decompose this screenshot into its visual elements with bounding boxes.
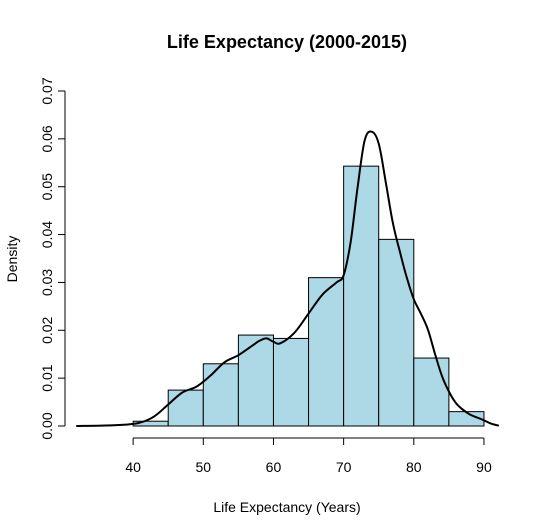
density-curve	[76, 130, 499, 427]
bars-layer	[132, 165, 485, 427]
y-tick-label: 0.07	[39, 77, 55, 104]
x-tick-label: 60	[266, 459, 282, 475]
x-tick-label: 50	[196, 459, 212, 475]
y-tick-label: 0.00	[39, 412, 55, 439]
histogram-bar-1	[167, 389, 204, 427]
y-tick-label: 0.01	[39, 364, 55, 391]
y-tick-label: 0.03	[39, 269, 55, 296]
y-axis: 0.00 0.01 0.02 0.03 0.04 0.05 0.06 0.07	[39, 77, 66, 440]
histogram-bar-7	[378, 238, 415, 427]
histogram-bar-5	[308, 277, 345, 427]
x-tick-label: 40	[125, 459, 141, 475]
x-tick-label: 80	[406, 459, 422, 475]
x-tick-label: 70	[336, 459, 352, 475]
histogram-bar-8	[413, 357, 450, 427]
x-tick-label: 90	[476, 459, 492, 475]
x-axis-label: Life Expectancy (Years)	[213, 499, 360, 515]
x-axis: 40 50 60 70 80 90	[125, 437, 492, 475]
histogram-bar-4	[272, 337, 310, 427]
histogram-bar-3	[237, 334, 274, 427]
y-tick-label: 0.04	[39, 221, 55, 248]
chart-title: Life Expectancy (2000-2015)	[167, 32, 407, 52]
histogram-bar-2	[202, 363, 239, 427]
y-tick-label: 0.06	[39, 125, 55, 152]
density-curve-layer	[76, 130, 499, 427]
y-tick-label: 0.02	[39, 316, 55, 343]
histogram-bar-6	[343, 165, 380, 427]
y-tick-label: 0.05	[39, 173, 55, 200]
y-axis-label: Density	[4, 236, 20, 283]
